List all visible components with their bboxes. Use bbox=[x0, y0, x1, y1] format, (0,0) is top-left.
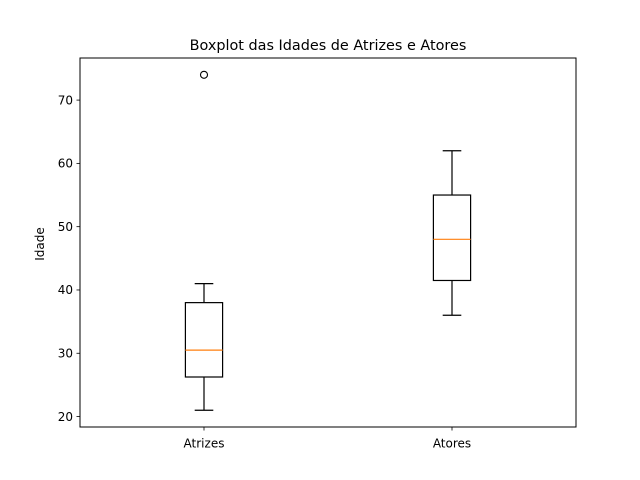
y-tick-label: 20 bbox=[58, 410, 73, 424]
plot-frame bbox=[79, 57, 577, 428]
y-tick-label: 40 bbox=[58, 283, 73, 297]
chart-title: Boxplot das Idades de Atrizes e Atores bbox=[190, 38, 467, 54]
y-tick-label: 50 bbox=[58, 220, 73, 234]
plot-area: 20 30 40 50 60 70 Atrizes Atores bbox=[58, 70, 472, 451]
box bbox=[184, 302, 224, 378]
y-axis-label: Idade bbox=[33, 227, 47, 261]
y-tick-label: 30 bbox=[58, 346, 73, 360]
box bbox=[432, 194, 472, 282]
y-tick-label: 60 bbox=[58, 157, 73, 171]
x-tick-label: Atrizes bbox=[184, 437, 225, 451]
outlier-point bbox=[199, 70, 209, 79]
x-tick-label: Atores bbox=[433, 437, 471, 451]
y-tick-label: 70 bbox=[58, 93, 73, 107]
